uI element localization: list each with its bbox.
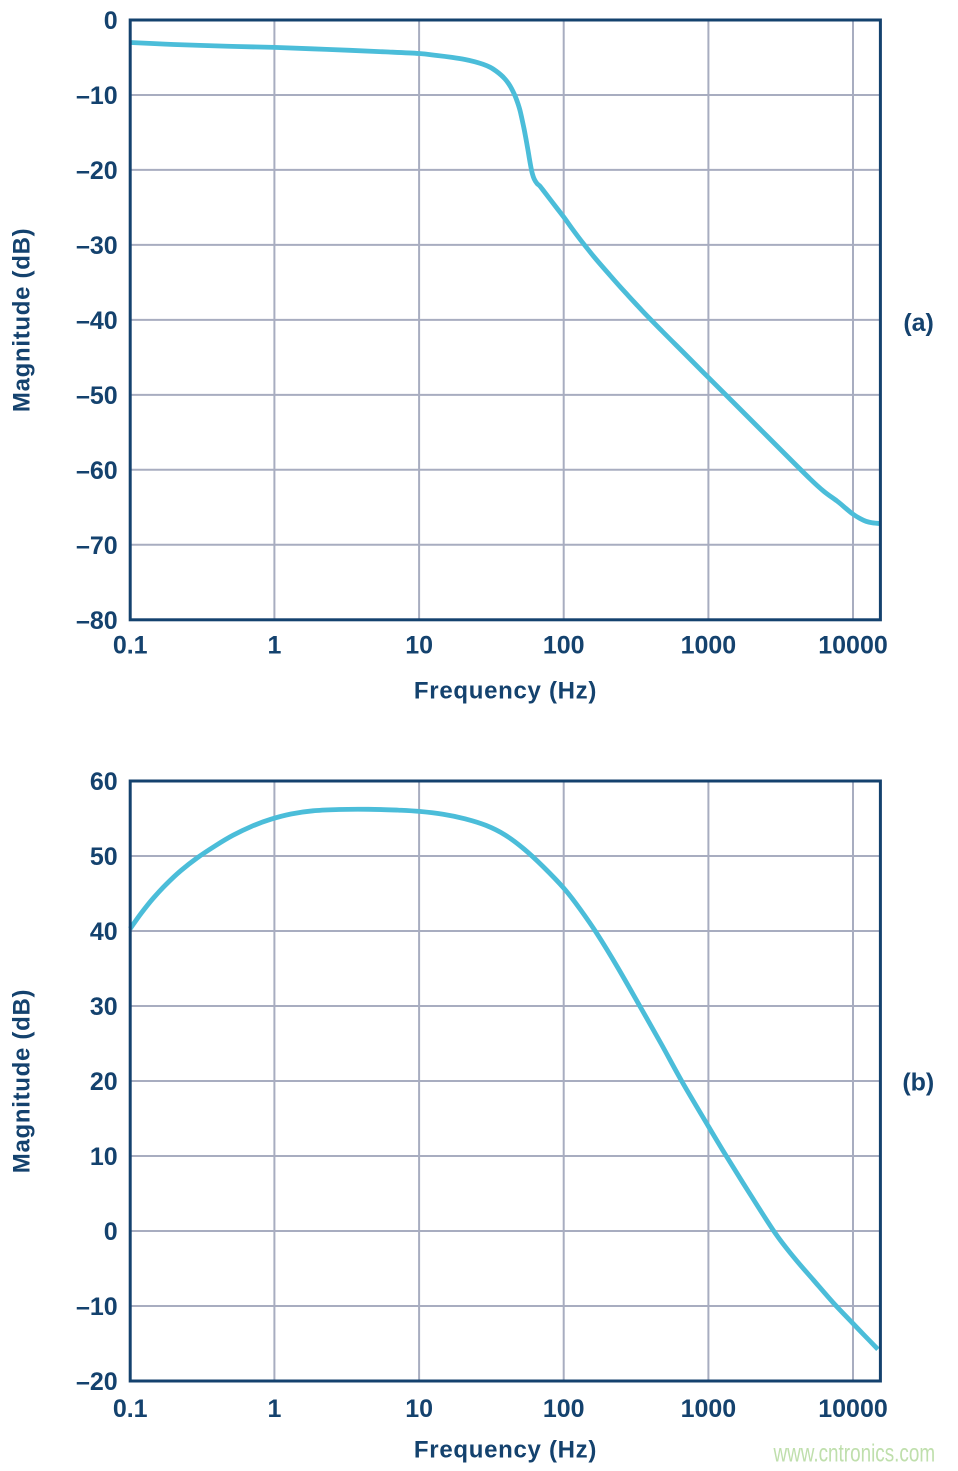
svg-text:–30: –30 bbox=[76, 232, 118, 260]
svg-text:100: 100 bbox=[543, 1395, 585, 1423]
svg-text:0.1: 0.1 bbox=[113, 1395, 148, 1423]
svg-text:(a): (a) bbox=[903, 309, 934, 337]
svg-text:–20: –20 bbox=[76, 1368, 118, 1396]
svg-text:(b): (b) bbox=[902, 1069, 934, 1097]
svg-text:40: 40 bbox=[90, 918, 118, 946]
svg-text:10: 10 bbox=[405, 1395, 433, 1423]
svg-text:10: 10 bbox=[405, 631, 433, 659]
svg-text:1: 1 bbox=[267, 631, 281, 659]
svg-text:1000: 1000 bbox=[681, 631, 737, 659]
svg-text:30: 30 bbox=[90, 993, 118, 1021]
svg-text:–10: –10 bbox=[76, 1293, 118, 1321]
svg-text:50: 50 bbox=[90, 843, 118, 871]
svg-text:Frequency (Hz): Frequency (Hz) bbox=[414, 1437, 597, 1464]
svg-text:1000: 1000 bbox=[681, 1395, 737, 1423]
svg-text:0.1: 0.1 bbox=[113, 631, 148, 659]
svg-text:–10: –10 bbox=[76, 82, 118, 110]
svg-text:Magnitude (dB): Magnitude (dB) bbox=[9, 228, 36, 412]
svg-text:10: 10 bbox=[90, 1143, 118, 1171]
svg-text:–20: –20 bbox=[76, 157, 118, 185]
svg-text:10000: 10000 bbox=[818, 1395, 888, 1423]
svg-text:60: 60 bbox=[90, 768, 118, 796]
svg-text:20: 20 bbox=[90, 1068, 118, 1096]
svg-text:0: 0 bbox=[104, 1218, 118, 1246]
svg-text:–40: –40 bbox=[76, 307, 118, 335]
svg-text:–50: –50 bbox=[76, 382, 118, 410]
svg-text:0: 0 bbox=[104, 7, 118, 35]
svg-text:Magnitude (dB): Magnitude (dB) bbox=[9, 989, 36, 1173]
svg-text:–80: –80 bbox=[76, 607, 118, 635]
svg-text:100: 100 bbox=[543, 631, 585, 659]
svg-text:–60: –60 bbox=[76, 457, 118, 485]
svg-text:1: 1 bbox=[267, 1395, 281, 1423]
svg-text:www.cntronics.com: www.cntronics.com bbox=[773, 1440, 935, 1468]
svg-text:Frequency (Hz): Frequency (Hz) bbox=[414, 678, 597, 705]
svg-text:–70: –70 bbox=[76, 532, 118, 560]
svg-text:10000: 10000 bbox=[818, 631, 888, 659]
